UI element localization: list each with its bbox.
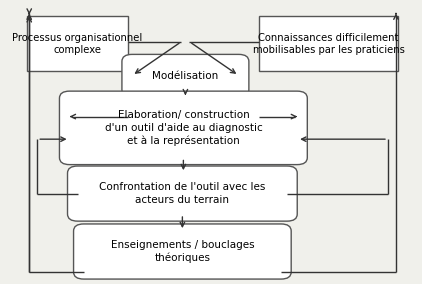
- FancyBboxPatch shape: [68, 166, 297, 221]
- Text: Processus organisationnel
complexe: Processus organisationnel complexe: [13, 33, 143, 55]
- FancyBboxPatch shape: [60, 91, 307, 165]
- FancyBboxPatch shape: [122, 55, 249, 97]
- Text: Modélisation: Modélisation: [152, 71, 219, 81]
- FancyBboxPatch shape: [27, 16, 128, 71]
- Text: Connaissances difficilement
mobilisables par les praticiens: Connaissances difficilement mobilisables…: [252, 33, 404, 55]
- FancyBboxPatch shape: [259, 16, 398, 71]
- Text: Elaboration/ construction
d'un outil d'aide au diagnostic
et à la représentation: Elaboration/ construction d'un outil d'a…: [105, 110, 262, 146]
- Text: Confrontation de l'outil avec les
acteurs du terrain: Confrontation de l'outil avec les acteur…: [99, 182, 265, 205]
- FancyBboxPatch shape: [73, 224, 291, 279]
- Text: Enseignements / bouclages
théoriques: Enseignements / bouclages théoriques: [111, 240, 254, 263]
